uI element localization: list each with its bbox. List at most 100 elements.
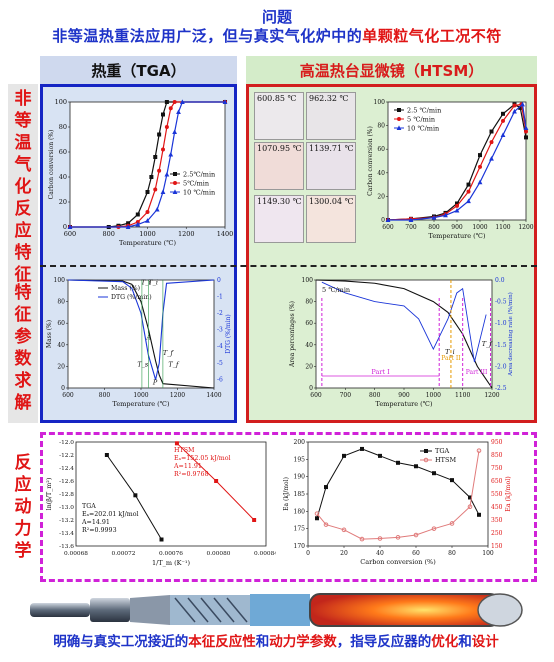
photo-temperature-label: 1070.95 ℃ xyxy=(257,144,302,153)
y-tick-label: 100 xyxy=(54,277,66,284)
data-point xyxy=(154,206,160,212)
x-axis-label: Temperature (℃) xyxy=(429,232,486,240)
y-tick-label: 60 xyxy=(59,148,67,156)
x-tick-label: 1100 xyxy=(455,392,470,399)
data-point xyxy=(179,99,185,104)
y2-tick-label: -2.0 xyxy=(495,363,507,370)
htsm-photo: 962.32 ℃ xyxy=(306,92,356,140)
x-tick-label: 40 xyxy=(376,550,384,557)
plot-area xyxy=(69,101,226,228)
photo-temperature-label: 600.85 ℃ xyxy=(257,94,297,103)
data-point xyxy=(176,109,181,114)
y-tick-label: 100 xyxy=(374,99,386,106)
tga-conversion-chart: 600 800 1000 1200 1400 0 20 40 60 80 100 Temperatur… xyxy=(48,98,233,247)
y-tick-label: -12.6 xyxy=(59,479,74,485)
side-char: 应 xyxy=(14,221,32,241)
legend-label: 5℃/min xyxy=(183,180,209,188)
tga-fit-annotation: TGA xyxy=(82,503,96,510)
subtitle-text: 非等温热重法应用广泛，但与真实气化炉中的 xyxy=(52,27,363,45)
data-point xyxy=(477,179,483,185)
data-point xyxy=(477,512,481,517)
footer-text: ，指导反应器的 xyxy=(336,634,432,650)
y-axis-label: ln(β/T_m²) xyxy=(46,478,53,511)
x-tick-label: 600 xyxy=(382,224,394,231)
data-point xyxy=(174,441,179,446)
data-point xyxy=(454,207,460,213)
x-tick-label: 600 xyxy=(310,392,322,399)
data-point xyxy=(523,125,529,130)
y-tick-label: 200 xyxy=(294,439,306,446)
data-point xyxy=(164,171,170,177)
data-point xyxy=(512,108,517,114)
y-tick-label: 60 xyxy=(57,320,65,327)
footer-highlight: 本征反应性 xyxy=(188,634,256,650)
y2-axis-label: Area decreasing rate (%/min) xyxy=(507,292,514,377)
x-tick-label: 600 xyxy=(64,230,76,238)
series-line xyxy=(388,103,527,221)
page-subtitle: 非等温热重法应用广泛，但与真实气化炉中的单颗粒气化工况不符 xyxy=(0,25,554,46)
data-point xyxy=(159,537,164,542)
data-point xyxy=(476,448,482,453)
footer-highlight: 动力学参数 xyxy=(269,634,337,650)
y-tick-label: -12.2 xyxy=(59,453,74,459)
y-tick-label: 80 xyxy=(57,299,65,306)
data-point xyxy=(153,187,158,192)
x-tick-label: 700 xyxy=(340,392,352,399)
y2-tick-label: 0.0 xyxy=(495,277,505,284)
legend-label: TGA xyxy=(435,447,450,455)
y2-tick-label: -3 xyxy=(217,327,223,334)
y-tick-label: 20 xyxy=(59,198,67,206)
y2-tick-label: 250 xyxy=(491,530,503,537)
x-axis-label: 1/T_m (K⁻¹) xyxy=(152,559,191,567)
y-tick-label: 0 xyxy=(381,217,385,224)
data-point xyxy=(524,135,528,140)
data-point xyxy=(323,522,329,527)
data-point xyxy=(466,189,471,194)
x-tick-label: 1200 xyxy=(178,230,195,238)
side-char: 化 xyxy=(14,177,32,197)
side-label-bar xyxy=(8,84,38,423)
htsm-photo: 1149.30 ℃ xyxy=(254,195,304,243)
y-tick-label: 40 xyxy=(305,342,313,349)
x-tick-label: 700 xyxy=(405,224,417,231)
data-point xyxy=(222,99,228,104)
plot-area xyxy=(75,441,267,547)
section-divider xyxy=(40,265,537,267)
legend-label: 2.5℃/min xyxy=(183,171,215,179)
legend-label: 10 ℃/min xyxy=(407,125,439,133)
data-point xyxy=(449,521,455,526)
y-tick-label: -13.6 xyxy=(59,544,74,550)
y-tick-label: -13.4 xyxy=(59,531,74,537)
data-point xyxy=(160,189,166,194)
y2-tick-label: 350 xyxy=(491,517,503,524)
y-tick-label: 40 xyxy=(57,342,65,349)
legend-marker xyxy=(423,457,429,463)
gasifier-reactor-illustration xyxy=(30,593,523,627)
x-axis-label: Temperature (℃) xyxy=(113,400,170,408)
x-tick-label: 800 xyxy=(99,392,111,399)
htsm-header: 高温热台显微镜（HTSM） xyxy=(246,56,537,86)
side-char: 应 xyxy=(14,475,32,495)
x-tick-label: 1000 xyxy=(139,230,156,238)
data-point xyxy=(489,129,494,134)
data-point xyxy=(315,516,319,521)
y2-tick-label: -5 xyxy=(217,360,223,367)
y-tick-label: 80 xyxy=(377,123,385,130)
y-axis-label: Mass (%) xyxy=(46,320,53,348)
y-tick-label: 185 xyxy=(294,491,306,498)
data-point xyxy=(145,210,150,214)
data-point xyxy=(157,168,162,173)
photo-temperature-label: 1300.04 ℃ xyxy=(309,197,354,206)
htsm-conversion-chart: 600 700 800 900 1000 1100 1200 0 20 40 60 80 100 Temp… xyxy=(367,99,534,240)
legend-label: HTSM xyxy=(435,456,456,464)
y2-axis-label: Ea (kJ/mol) xyxy=(505,476,512,512)
x-axis-label: Temperature (℃) xyxy=(119,239,176,247)
side-char: 反 xyxy=(14,453,32,473)
data-point xyxy=(489,140,494,145)
annotation-label: T_i xyxy=(148,278,158,286)
legend-marker xyxy=(424,449,428,453)
y-tick-label: 195 xyxy=(294,456,306,463)
side-char: 数 xyxy=(14,349,32,369)
y2-tick-label: 0 xyxy=(217,277,221,284)
htsm-photo: 1070.95 ℃ xyxy=(254,142,304,190)
